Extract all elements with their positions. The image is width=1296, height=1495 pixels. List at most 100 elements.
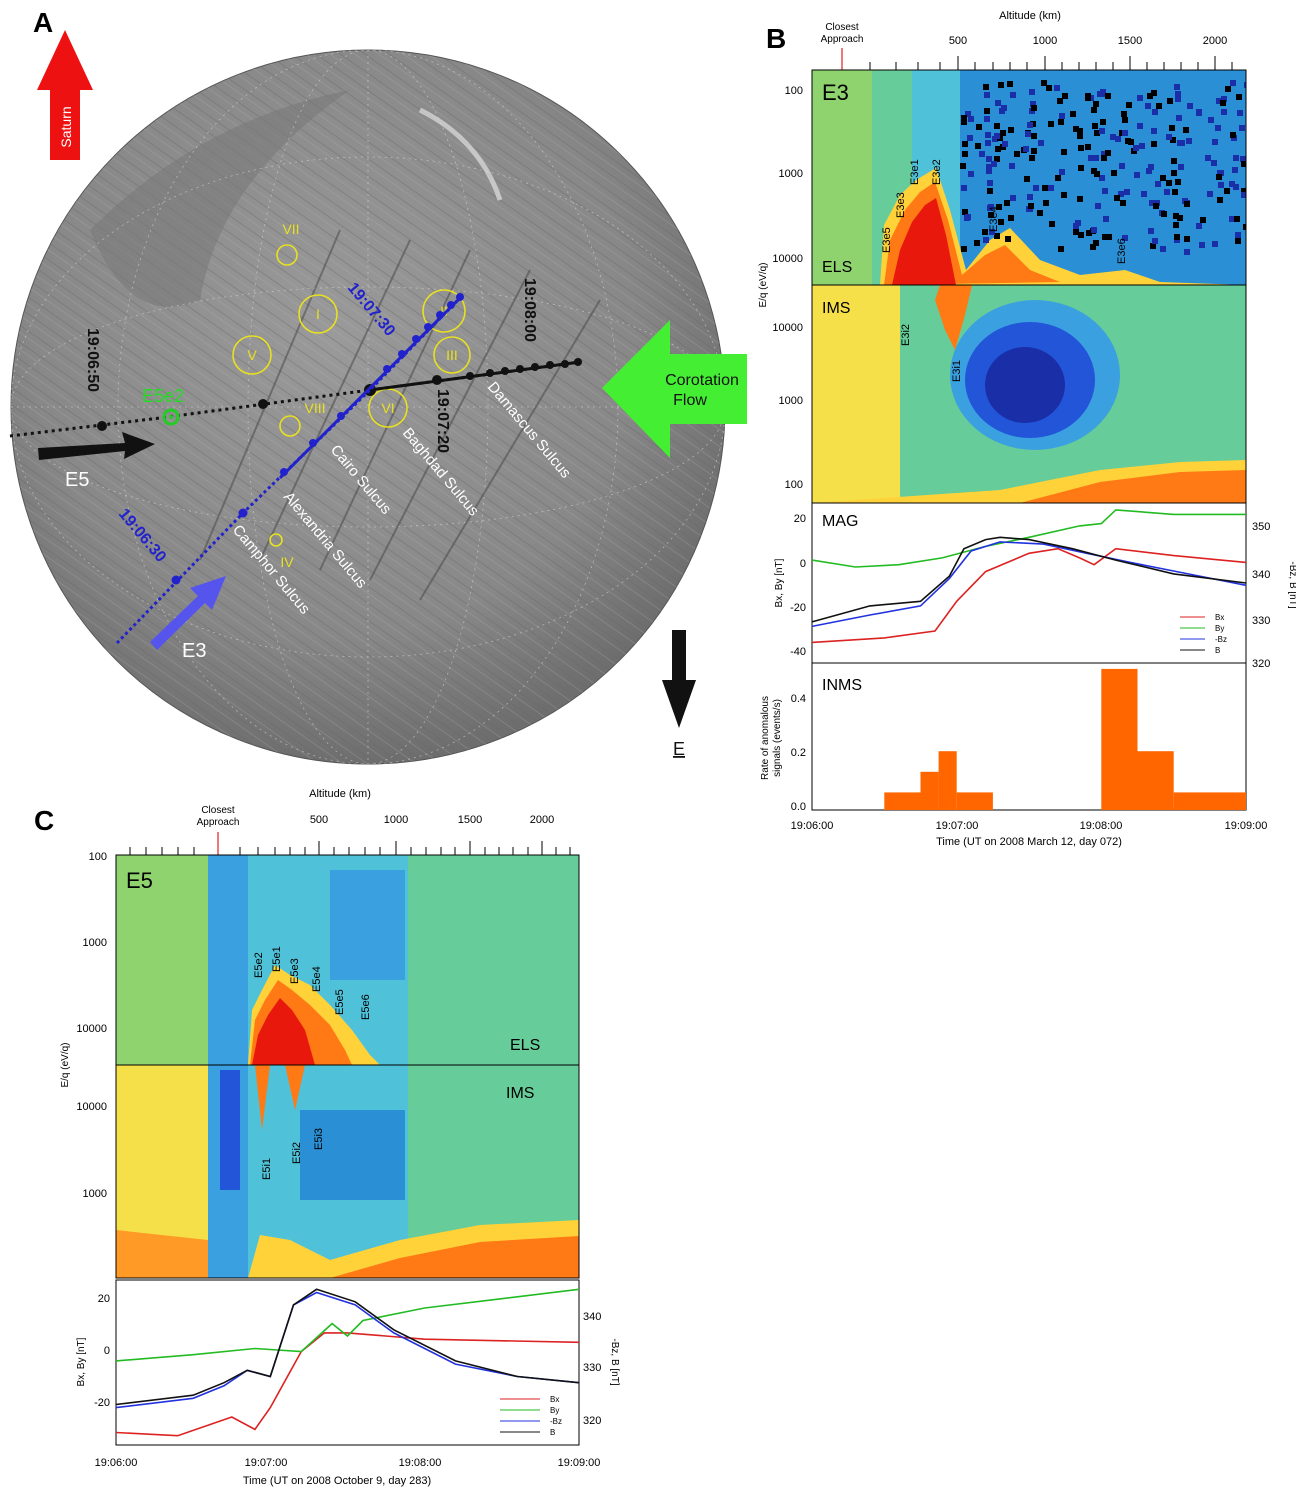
e5e2-marker: E5e2 bbox=[142, 386, 184, 426]
els-noise-pixel bbox=[1091, 227, 1097, 233]
els-noise-pixel bbox=[1160, 246, 1166, 252]
els-noise-pixel bbox=[985, 140, 991, 146]
b-ims-label: IMS bbox=[822, 300, 850, 317]
els-noise-pixel bbox=[995, 146, 1001, 152]
c-mag-ytick-right: 340 bbox=[583, 1311, 601, 1323]
b-x-tick: 19:08:00 bbox=[1080, 820, 1123, 832]
els-noise-pixel bbox=[989, 229, 995, 235]
b-mag-left-axis: Bx, By [nT] bbox=[774, 558, 785, 607]
els-noise-pixel bbox=[1120, 200, 1126, 206]
region-circle bbox=[232, 335, 272, 375]
els-noise-pixel bbox=[1155, 181, 1161, 187]
c-mag-ytick: 20 bbox=[98, 1293, 110, 1305]
c-legend-item: B bbox=[550, 1428, 555, 1437]
c-altitude-title: Altitude (km) bbox=[309, 788, 371, 800]
b-mag-ytick-right: 320 bbox=[1252, 658, 1270, 670]
els-noise-pixel bbox=[1101, 151, 1107, 157]
els-noise-pixel bbox=[998, 219, 1004, 225]
els-noise-pixel bbox=[1225, 86, 1231, 92]
els-noise-pixel bbox=[979, 151, 985, 157]
els-noise-pixel bbox=[986, 156, 992, 162]
els-noise-pixel bbox=[982, 229, 988, 235]
els-noise-pixel bbox=[988, 204, 994, 210]
c-els-ytick: 1000 bbox=[83, 937, 107, 949]
b-legend-item: -Bz bbox=[1215, 635, 1227, 644]
els-noise-pixel bbox=[1184, 236, 1190, 242]
els-noise-pixel bbox=[1070, 111, 1076, 117]
series-line-b bbox=[811, 536, 1247, 623]
inms-bar bbox=[1101, 668, 1138, 810]
els-noise-pixel bbox=[1030, 101, 1036, 107]
els-noise-pixel bbox=[1208, 117, 1214, 123]
els-noise-pixel bbox=[1199, 242, 1205, 248]
els-noise-pixel bbox=[1059, 113, 1065, 119]
els-noise-pixel bbox=[1166, 134, 1172, 140]
e3-arrow-label: E3 bbox=[182, 640, 206, 662]
els-noise-pixel bbox=[1196, 223, 1202, 229]
els-noise-pixel bbox=[1230, 132, 1236, 138]
els-noise-pixel bbox=[1170, 137, 1176, 143]
b-ims-feature: E3i2 bbox=[900, 324, 912, 346]
els-noise-pixel bbox=[1086, 230, 1092, 236]
els-noise-pixel bbox=[985, 132, 991, 138]
series-line-neg-bz bbox=[115, 1291, 580, 1409]
series-line-bx bbox=[811, 547, 1247, 644]
b-els-feature: E3e6 bbox=[1116, 238, 1128, 264]
els-noise-pixel bbox=[1038, 140, 1044, 146]
els-noise-pixel bbox=[1055, 175, 1061, 181]
els-noise-pixel bbox=[1178, 164, 1184, 170]
els-noise-pixel bbox=[1049, 221, 1055, 227]
els-noise-pixel bbox=[1173, 213, 1179, 219]
b-els-spectrogram: E3 ELS E3e5 E3e3 E3e1 E3e2 E3e4 E3e6 100… bbox=[772, 69, 1247, 286]
els-noise-pixel bbox=[1177, 140, 1183, 146]
b-x-tick: 19:07:00 bbox=[936, 820, 979, 832]
els-noise-pixel bbox=[1077, 196, 1083, 202]
els-noise-pixel bbox=[1166, 180, 1172, 186]
els-noise-pixel bbox=[1102, 188, 1108, 194]
b-inms-label: INMS bbox=[822, 677, 862, 694]
els-noise-pixel bbox=[1048, 185, 1054, 191]
els-noise-pixel bbox=[983, 237, 989, 243]
els-noise-pixel bbox=[1235, 238, 1241, 244]
els-noise-pixel bbox=[1160, 175, 1166, 181]
els-noise-pixel bbox=[998, 82, 1004, 88]
els-noise-pixel bbox=[1176, 115, 1182, 121]
c-ims-ytick: 1000 bbox=[83, 1188, 107, 1200]
els-noise-pixel bbox=[1229, 181, 1235, 187]
enceladus-map: I II III IV V VI VII VIII Damascus Sulcu… bbox=[9, 49, 726, 765]
c-els-label: ELS bbox=[510, 1037, 540, 1054]
series-line-by bbox=[811, 509, 1246, 568]
els-noise-pixel bbox=[1187, 103, 1193, 109]
els-noise-pixel bbox=[1169, 125, 1175, 131]
els-noise-pixel bbox=[1118, 191, 1124, 197]
els-noise-pixel bbox=[1184, 249, 1190, 255]
b-mag-right-axis: -Bz, B [nT] bbox=[1287, 561, 1296, 608]
els-noise-pixel bbox=[1010, 195, 1016, 201]
els-noise-pixel bbox=[1122, 130, 1128, 136]
els-noise-pixel bbox=[1212, 241, 1218, 247]
region-circle bbox=[433, 336, 471, 374]
region-label: IV bbox=[280, 554, 294, 570]
b-els-label: ELS bbox=[822, 259, 852, 276]
els-noise-pixel bbox=[1029, 89, 1035, 95]
els-noise-pixel bbox=[1139, 143, 1145, 149]
e3-arrow: E3 bbox=[150, 576, 226, 662]
panel-c: C Altitude (km) Closest Approach 500 100… bbox=[34, 788, 620, 1487]
c-ims-spectrogram: IMS E5i1 E5i2 E5i3 10000 1000 E/q (eV/q) bbox=[60, 1042, 580, 1279]
els-noise-pixel bbox=[1147, 93, 1153, 99]
c-x-tick: 19:06:00 bbox=[95, 1457, 138, 1469]
inms-bar bbox=[938, 751, 957, 810]
els-noise-pixel bbox=[1215, 125, 1221, 131]
els-noise-pixel bbox=[1000, 130, 1006, 136]
els-noise-pixel bbox=[996, 204, 1002, 210]
b-x-tick: 19:09:00 bbox=[1225, 820, 1268, 832]
c-mag-legend: Bx By -Bz B bbox=[500, 1395, 562, 1437]
b-mag-ytick-right: 340 bbox=[1252, 569, 1270, 581]
els-noise-pixel bbox=[1173, 222, 1179, 228]
c-eq-axis-label: E/q (eV/q) bbox=[60, 1042, 71, 1087]
b-els-ytick: 100 bbox=[785, 85, 803, 97]
els-noise-pixel bbox=[1186, 138, 1192, 144]
b-legend-item: Bx bbox=[1215, 613, 1224, 622]
c-els-feature: E5e2 bbox=[253, 952, 265, 978]
els-noise-pixel bbox=[1212, 139, 1218, 145]
